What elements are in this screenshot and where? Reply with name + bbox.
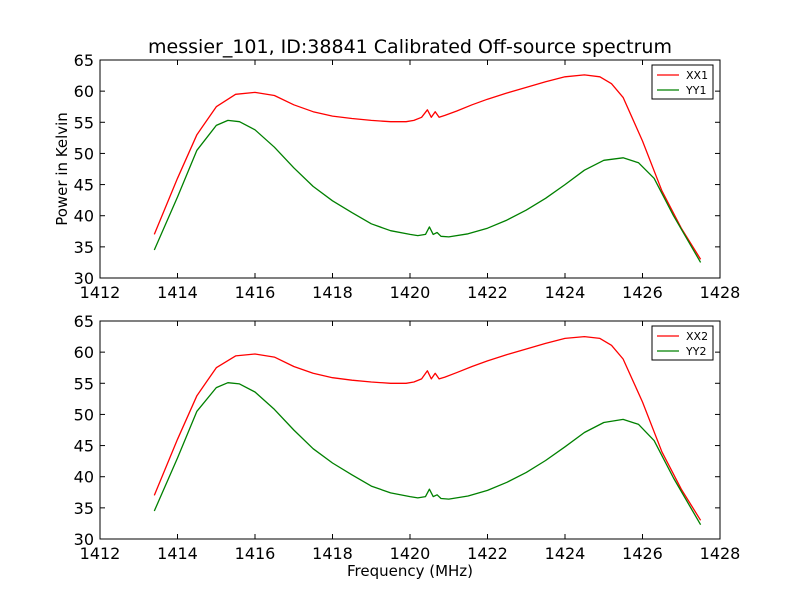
x-tick-label: 1418	[312, 283, 353, 302]
bottom-subplot: 1412 1414 1416 1418 1420 1422 1424 1426 1428 30 35…	[74, 312, 741, 563]
top-subplot: 1412 1414 1416 1418 1420 1422 1424 1426 1428 30 35…	[74, 51, 741, 302]
x-tick-label: 1422	[467, 544, 508, 563]
y-tick-label: 30	[74, 269, 94, 288]
y-tick-label: 40	[74, 468, 94, 487]
y-tick-label: 45	[74, 437, 94, 456]
x-tick-label: 1428	[700, 544, 741, 563]
series-line-xx2	[153, 335, 702, 521]
y-tick-label: 40	[74, 207, 94, 226]
x-tick-label: 1424	[545, 544, 586, 563]
y-tick-label: 35	[74, 499, 94, 518]
y-tick-label: 35	[74, 238, 94, 257]
x-tick-label: 1422	[467, 283, 508, 302]
chart-title: messier_101, ID:38841 Calibrated Off-sou…	[148, 36, 672, 58]
legend-label-xx2: XX2	[686, 330, 708, 343]
y-tick-label: 50	[74, 144, 94, 163]
x-tick-label: 1416	[235, 283, 276, 302]
series-line-yy2	[153, 382, 702, 526]
y-tick-label: 55	[74, 374, 94, 393]
series-line-xx1	[153, 74, 702, 260]
y-tick-label: 55	[74, 113, 94, 132]
legend-label-yy1: YY1	[685, 84, 706, 97]
x-tick-label: 1412	[80, 544, 121, 563]
y-axis-label: Power in Kelvin	[53, 112, 71, 226]
x-tick-label: 1428	[700, 283, 741, 302]
series-line-yy1	[153, 119, 702, 263]
x-tick-label: 1416	[235, 544, 276, 563]
y-tick-label: 50	[74, 405, 94, 424]
legend-label-yy2: YY2	[685, 345, 706, 358]
y-tick-label: 45	[74, 176, 94, 195]
y-tick-label: 30	[74, 530, 94, 549]
x-axis-label: Frequency (MHz)	[347, 562, 473, 580]
legend-label-xx1: XX1	[686, 69, 708, 82]
x-tick-label: 1414	[157, 283, 198, 302]
x-tick-label: 1414	[157, 544, 198, 563]
y-tick-label: 60	[74, 82, 94, 101]
x-tick-label: 1426	[622, 544, 663, 563]
x-tick-label: 1420	[390, 544, 431, 563]
legend-box	[651, 325, 714, 361]
y-tick-label: 60	[74, 343, 94, 362]
x-tick-label: 1412	[80, 283, 121, 302]
x-tick-label: 1418	[312, 544, 353, 563]
y-tick-label: 65	[74, 51, 94, 70]
y-tick-label: 65	[74, 312, 94, 331]
x-tick-label: 1426	[622, 283, 663, 302]
legend-box	[651, 64, 714, 100]
x-tick-label: 1424	[545, 283, 586, 302]
x-tick-label: 1420	[390, 283, 431, 302]
